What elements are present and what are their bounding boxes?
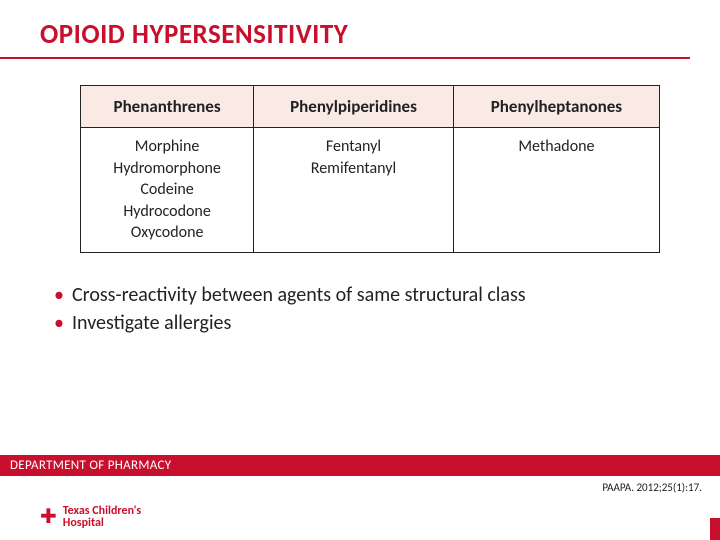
list-item: Investigate allergies xyxy=(50,309,660,337)
cell-phenanthrenes: MorphineHydromorphoneCodeineHydrocodoneO… xyxy=(81,128,254,253)
logo-line2: Hospital xyxy=(63,517,141,530)
opioid-class-table: Phenanthrenes Phenylpiperidines Phenylhe… xyxy=(80,85,660,253)
page-title: OPIOID HYPERSENSITIVITY xyxy=(40,18,690,51)
hospital-logo: ✚ Texas Children's Hospital xyxy=(40,505,141,530)
bullet-list: Cross-reactivity between agents of same … xyxy=(0,253,720,337)
title-bar: OPIOID HYPERSENSITIVITY xyxy=(0,0,690,59)
col-header-phenylheptanones: Phenylheptanones xyxy=(453,86,659,128)
logo-icon: ✚ xyxy=(40,507,57,527)
cell-phenylpiperidines: FentanylRemifentanyl xyxy=(254,128,454,253)
opioid-class-table-wrap: Phenanthrenes Phenylpiperidines Phenylhe… xyxy=(0,85,720,253)
col-header-phenanthrenes: Phenanthrenes xyxy=(81,86,254,128)
decorative-edge xyxy=(710,518,720,540)
list-item: Cross-reactivity between agents of same … xyxy=(50,281,660,309)
table-row: MorphineHydromorphoneCodeineHydrocodoneO… xyxy=(81,128,660,253)
logo-text: Texas Children's Hospital xyxy=(63,505,141,530)
citation-text: PAAPA. 2012;25(1):17. xyxy=(602,481,702,494)
cell-phenylheptanones: Methadone xyxy=(453,128,659,253)
col-header-phenylpiperidines: Phenylpiperidines xyxy=(254,86,454,128)
footer-department: DEPARTMENT OF PHARMACY xyxy=(0,455,720,476)
